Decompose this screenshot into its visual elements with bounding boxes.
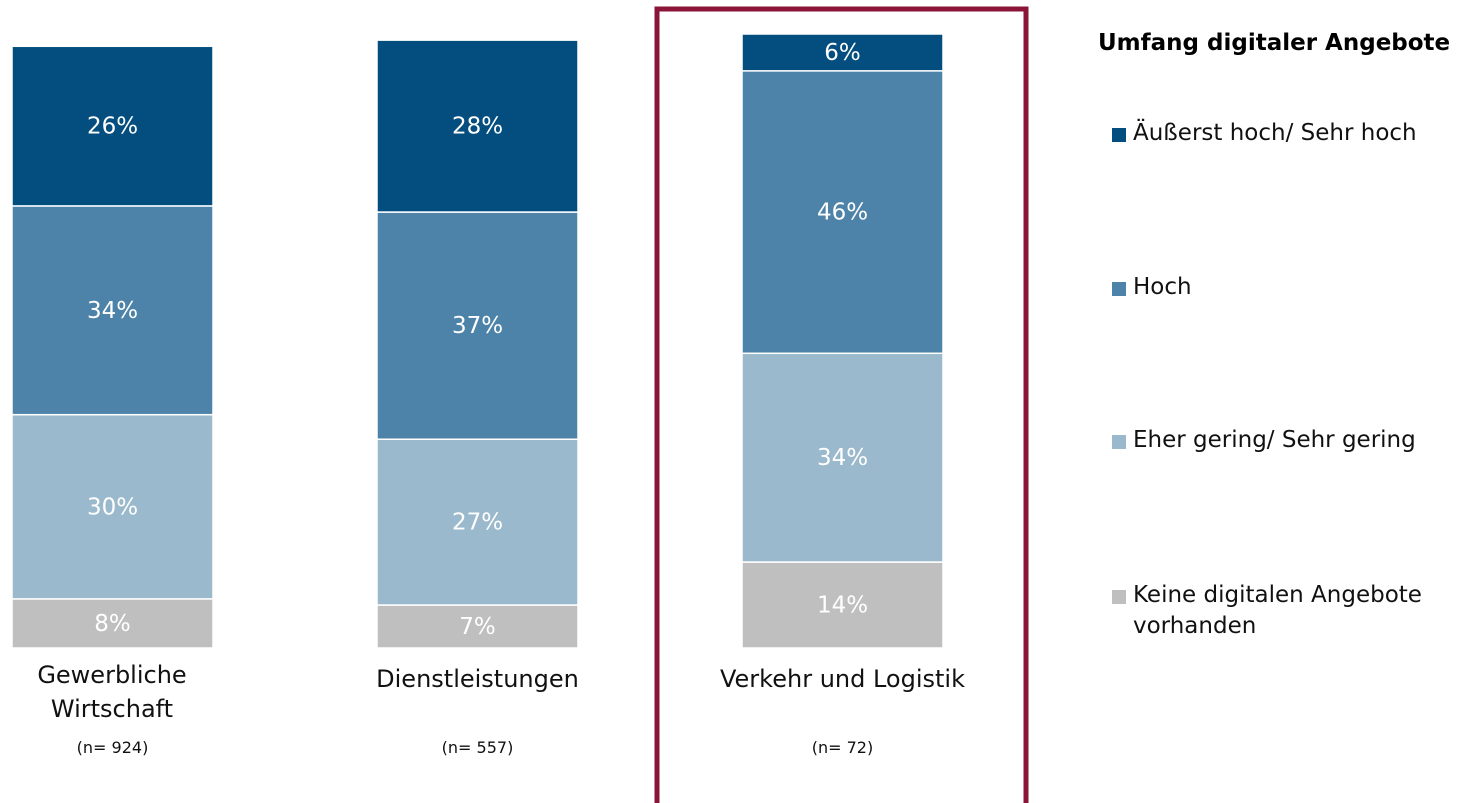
legend-label: Eher gering/ Sehr gering bbox=[1133, 427, 1416, 453]
legend-swatch bbox=[1112, 282, 1126, 296]
data-label: 8% bbox=[94, 611, 131, 637]
data-label: 6% bbox=[824, 40, 861, 66]
legend-label: Äußerst hoch/ Sehr hoch bbox=[1133, 120, 1417, 146]
legend-label: Keine digitalen Angebote vorhanden bbox=[1133, 582, 1422, 639]
data-label: 28% bbox=[452, 114, 503, 140]
bar-segment bbox=[11, 598, 214, 649]
highlight-frame bbox=[654, 6, 1029, 803]
data-label: 27% bbox=[452, 510, 503, 536]
legend-title: Umfang digitaler Angebote bbox=[1098, 30, 1451, 56]
legend-swatch bbox=[1112, 590, 1126, 604]
legend-label: Hoch bbox=[1133, 274, 1192, 300]
legend-swatch bbox=[1112, 128, 1126, 142]
data-label: 46% bbox=[817, 200, 868, 226]
sample-size: (n= 557) bbox=[441, 738, 514, 757]
data-label: 30% bbox=[87, 494, 138, 520]
bar-segment bbox=[741, 33, 944, 72]
category-label: Gewerbliche Wirtschaft bbox=[37, 661, 187, 723]
data-label: 26% bbox=[87, 114, 138, 140]
bar-segment bbox=[376, 39, 579, 213]
category-label: Verkehr und Logistik bbox=[719, 665, 965, 693]
data-label: 34% bbox=[87, 298, 138, 324]
bar-segment bbox=[11, 45, 214, 207]
data-label: 7% bbox=[459, 614, 496, 640]
category-label: Dienstleistungen bbox=[376, 665, 579, 693]
bar-segment bbox=[11, 205, 214, 416]
data-label: 14% bbox=[817, 593, 868, 619]
bar-segment bbox=[376, 604, 579, 649]
bar-segment bbox=[741, 561, 944, 649]
sample-size: (n= 924) bbox=[76, 738, 149, 757]
bar-segment bbox=[376, 211, 579, 440]
bar-segment bbox=[741, 352, 944, 563]
legend-swatch bbox=[1112, 435, 1126, 449]
sample-size: (n= 72) bbox=[811, 738, 874, 757]
data-label: 34% bbox=[817, 445, 868, 471]
bar-segment bbox=[376, 438, 579, 606]
data-label: 37% bbox=[452, 313, 503, 339]
bar-segment bbox=[741, 70, 944, 355]
